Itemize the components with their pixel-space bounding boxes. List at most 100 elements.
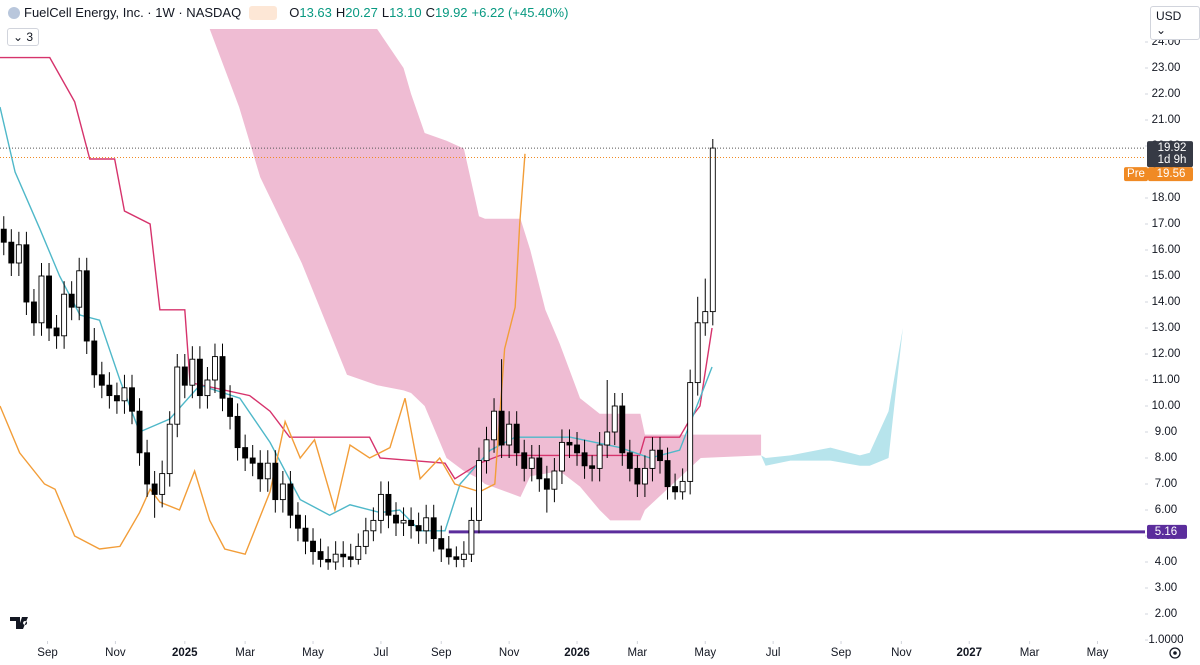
x-tick-label: 2025 [172, 647, 198, 659]
y-tick-label: 1.0000 [1148, 634, 1183, 646]
x-tick-label: Sep [831, 647, 851, 659]
y-tick-label: 2.00 [1155, 608, 1177, 620]
currency-label: USD [1156, 9, 1182, 23]
indicator-line [0, 56, 713, 480]
y-tick-label: 10.00 [1152, 400, 1181, 412]
ohlc-value: 20.27 [345, 5, 378, 20]
x-tick-label: Jul [374, 647, 389, 659]
candle-body [46, 275, 52, 329]
candle-body [400, 519, 407, 524]
candle-body [76, 270, 83, 308]
candle-body [581, 452, 588, 467]
candle-body [626, 452, 633, 469]
ohlc-value: 19.92 [435, 5, 468, 20]
y-tick-label: 15.00 [1152, 270, 1181, 282]
countdown-label: 1d 9h [1158, 154, 1187, 166]
ichimoku-cloud [209, 29, 762, 521]
ichimoku-cloud [761, 328, 903, 466]
y-tick-label: 9.00 [1155, 426, 1177, 438]
symbol-title: FuelCell Energy, Inc. · 1W · NASDAQ [24, 5, 242, 20]
candle-body [332, 553, 339, 563]
currency-button[interactable]: USD ⌄ [1150, 6, 1200, 40]
candle-body [393, 514, 399, 524]
candle-body [287, 483, 294, 516]
candle-body [227, 397, 234, 417]
candle-body [370, 519, 377, 532]
premarket-badge [1148, 167, 1193, 182]
candle-body [264, 462, 271, 480]
y-tick-label: 4.00 [1155, 556, 1177, 568]
candle-body [649, 449, 656, 469]
candle-body [0, 228, 7, 243]
candle-body [513, 423, 520, 454]
settings-icon[interactable] [1169, 647, 1181, 659]
candle-body [611, 405, 618, 433]
x-tick-label: Nov [105, 647, 126, 659]
candle-body [181, 366, 188, 386]
candle-body [460, 553, 467, 560]
x-tick-label: 2027 [956, 647, 982, 659]
candle-body [136, 410, 143, 454]
candle-body [385, 493, 392, 516]
indicator-count: 3 [26, 30, 34, 44]
candle-body [8, 241, 15, 264]
candle-body [634, 467, 641, 485]
candle-body [483, 439, 490, 462]
candle-body [272, 462, 279, 501]
y-tick-label: 14.00 [1152, 296, 1181, 308]
y-tick-label: 16.00 [1152, 244, 1181, 256]
x-tick-label: Sep [37, 647, 57, 659]
ohlc-label: C [425, 5, 435, 20]
candle-body [491, 410, 498, 441]
candle-body [129, 387, 135, 412]
candle-body [166, 423, 173, 475]
candle-body [445, 548, 452, 558]
x-tick-label: Jul [766, 647, 781, 659]
price-change: +6.22 (+45.40%) [471, 5, 569, 20]
candle-body [121, 387, 128, 402]
candle-body [234, 415, 241, 449]
candle-body [15, 244, 22, 264]
candle-body [672, 486, 679, 493]
candle-body [151, 483, 158, 495]
symbol-logo [8, 6, 20, 19]
ohlc-value: 13.63 [299, 5, 332, 20]
premarket-tag-label: Pre [1127, 168, 1145, 180]
indicator-toggle[interactable]: ⌄ 3 [7, 28, 40, 46]
candle-body [113, 395, 120, 402]
candle-body [98, 374, 105, 386]
x-tick-label: Nov [891, 647, 912, 659]
candle-body [521, 452, 528, 469]
candle-body [468, 519, 475, 555]
premarket-price: 19.56 [1157, 168, 1186, 180]
status-badges[interactable] [249, 5, 278, 20]
candle-body [310, 540, 316, 553]
candle-body [574, 444, 580, 454]
candle-body [604, 431, 611, 446]
candle-body [257, 462, 264, 480]
candle-body [23, 244, 30, 303]
candle-body [30, 301, 37, 324]
candle-body [294, 514, 301, 529]
x-tick-label: Mar [627, 647, 647, 659]
candle-body [83, 270, 90, 342]
level-label: 5.16 [1155, 526, 1177, 538]
ohlc-legend: O13.63 H20.27 L13.10 C19.92 [285, 5, 467, 20]
candle-body [551, 470, 558, 490]
candle-body [694, 322, 701, 384]
candle-body [423, 517, 430, 532]
candle-body [438, 538, 445, 550]
tv-logo [10, 617, 28, 629]
candle-body [589, 465, 596, 469]
symbol-header: FuelCell Energy, Inc. · 1W · NASDAQ O13.… [8, 5, 569, 20]
indicator-line [0, 153, 526, 556]
candle-body [362, 530, 369, 547]
x-tick-label: 2026 [564, 647, 590, 659]
last-price-badge [1147, 141, 1193, 168]
candle-body [543, 478, 550, 490]
candle-body [709, 147, 716, 313]
candle-body [558, 441, 565, 472]
candle-body [566, 441, 573, 446]
x-tick-label: Nov [499, 647, 520, 659]
